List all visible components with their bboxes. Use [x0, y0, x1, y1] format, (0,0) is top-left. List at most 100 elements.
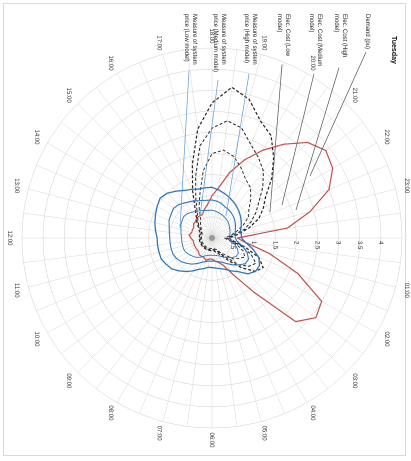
legend-entry: Demand (pu) [309, 14, 370, 177]
grid-spoke [116, 73, 213, 239]
hour-tick-label: 18:00 [208, 28, 214, 44]
grid-spoke [77, 103, 213, 239]
series-line [180, 209, 239, 259]
hour-tick-label: 14:00 [33, 129, 39, 145]
legend-label: price (Medium model) [212, 14, 218, 72]
series-line [188, 141, 334, 323]
radial-tick-label: 2.5 [314, 241, 320, 250]
grid-spoke [116, 237, 213, 403]
hour-tick-label: 07:00 [156, 426, 162, 442]
legend-leader-line [179, 70, 190, 229]
legend-label: model) [308, 14, 314, 32]
rotated-chart-group: 0.511.522.533.5400:0001:0002:0003:0004:0… [6, 28, 411, 448]
grid-spoke [211, 237, 308, 403]
legend-label: Measure of system [220, 14, 226, 65]
grid-spoke [36, 237, 213, 311]
grid-spoke [211, 165, 388, 239]
legend-label: Elec. Cost (Medium [316, 14, 322, 66]
grid-spoke [211, 237, 285, 414]
grid-spoke [211, 237, 238, 427]
legend-label: price (Low model) [183, 14, 189, 62]
radial-tick-label: 3 [335, 241, 341, 245]
hour-tick-label: 23:00 [403, 178, 409, 194]
legend-label: Demand (pu) [364, 14, 370, 49]
grid-spoke [28, 188, 213, 239]
grid-spoke [61, 122, 213, 239]
grid-spoke [211, 237, 363, 354]
grid-spoke [211, 212, 401, 239]
grid-spoke [211, 237, 388, 311]
legend-leader-line [295, 67, 340, 211]
radial-tick-label: 1.5 [271, 241, 277, 250]
grid-spoke [211, 54, 262, 239]
legend-leader-line [199, 79, 219, 217]
hour-tick-label: 09:00 [65, 373, 71, 389]
chart-border [3, 3, 406, 456]
grid-spoke [23, 237, 213, 264]
legend-label: Elec. Cost (High [341, 14, 347, 57]
hour-tick-label: 02:00 [383, 331, 389, 347]
grid-spoke [162, 237, 213, 422]
series-line [168, 199, 250, 266]
series-line [198, 149, 252, 260]
radial-tick-label: 0.5 [229, 241, 235, 250]
radial-tick-label: 4 [377, 241, 383, 245]
hour-tick-label: 03:00 [351, 373, 357, 389]
hour-tick-label: 10:00 [33, 331, 39, 347]
legend-leader-line [281, 73, 315, 206]
legend-leader-line [309, 51, 367, 177]
legend-label: Elec. Cost (Low [284, 14, 290, 57]
grid-spoke [96, 87, 213, 239]
grid-spoke [139, 62, 213, 239]
grid-spoke [211, 103, 347, 239]
legend-label: Measure of system [191, 14, 197, 65]
hour-tick-label: 01:00 [403, 283, 409, 299]
hour-tick-label: 22:00 [383, 129, 389, 145]
legend-leader-line [269, 64, 283, 213]
grid-spoke [211, 237, 377, 334]
radial-tick-label: 2 [292, 241, 298, 245]
grid-spoke [211, 237, 328, 389]
hour-tick-label: 15:00 [65, 88, 71, 104]
legend-label: model) [333, 14, 339, 32]
hour-tick-label: 04:00 [309, 405, 315, 421]
grid-spoke [211, 237, 401, 264]
hour-tick-label: 13:00 [13, 178, 19, 194]
hour-tick-label: 06:00 [208, 432, 214, 448]
grid-spoke [211, 237, 347, 373]
legend-leader-line [225, 73, 250, 217]
grid-spoke [211, 62, 285, 239]
hour-tick-label: 11:00 [13, 283, 19, 298]
hour-tick-label: 16:00 [107, 56, 113, 72]
grid-spoke [61, 237, 213, 354]
legend-label: price (High model) [243, 14, 249, 63]
series-line [154, 186, 261, 275]
legend-label: model) [276, 14, 282, 32]
hour-tick-label: 21:00 [351, 88, 357, 104]
radial-tick-label: 3.5 [356, 241, 362, 250]
grid-spoke [211, 73, 308, 239]
chart-title: Tuesday [390, 36, 397, 64]
grid-spoke [186, 237, 213, 427]
hour-tick-label: 05:00 [260, 426, 266, 442]
grid-spoke [47, 142, 213, 239]
grid-spoke [96, 237, 213, 389]
grid-spoke [211, 142, 377, 239]
grid-spoke [186, 49, 213, 239]
hour-tick-label: 20:00 [309, 56, 315, 72]
grid-spoke [28, 237, 213, 288]
series-line [191, 86, 275, 273]
grid-spoke [36, 165, 213, 239]
hour-tick-label: 08:00 [107, 405, 113, 421]
grid-spoke [211, 49, 238, 239]
series-line [195, 120, 264, 267]
